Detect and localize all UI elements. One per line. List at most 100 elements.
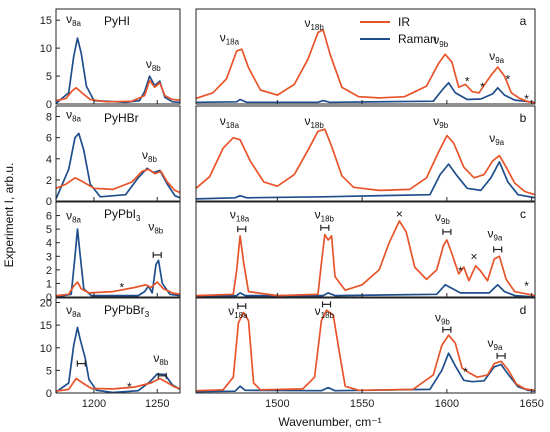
compound-label: PyPbI3: [104, 207, 141, 223]
panel-letter: d: [520, 303, 527, 317]
mode-label-18b: ν18b: [315, 304, 335, 320]
compound-label: PyHI: [104, 14, 130, 28]
mode-label-9a: ν9a: [488, 336, 503, 352]
x-axis-label: Wavenumber, cm⁻¹: [278, 415, 381, 429]
ir-line-b-left: [56, 169, 180, 192]
panel-c: 0 12 34 56 ν8a ν8b * ν18a ν18b ν9b ν9a × * × * PyPbI3 c: [46, 202, 535, 304]
error-bar: [497, 353, 505, 359]
asterisk-mark: *: [463, 365, 468, 379]
y-tick-label: 10: [40, 343, 52, 355]
raman-line-b-right: [196, 162, 535, 199]
panel-b: 0 2 4 6 8 ν8a ν8b ν18a ν18b ν9b ν9a PyHBr b: [46, 106, 535, 208]
x-tick-label: 1600: [435, 398, 459, 410]
y-tick-label: 5: [46, 71, 52, 83]
y-tick-label: 2: [46, 175, 52, 187]
ir-line-c-left: [56, 282, 180, 296]
x-tick-label: 1500: [265, 398, 289, 410]
y-tick-label: 20: [40, 298, 52, 310]
x-tick-label: 1550: [350, 398, 374, 410]
compound-label: PyPbBr3: [104, 303, 150, 319]
y-tick-label: 1: [46, 278, 52, 290]
mode-label-9a: ν9a: [489, 49, 504, 65]
raman-line-a-left: [56, 38, 180, 103]
cross-mark: ×: [470, 249, 477, 263]
error-bar: [323, 301, 331, 307]
y-tick-label: 3: [46, 251, 52, 263]
mode-label-18a: ν18a: [220, 114, 240, 130]
mode-label-18b: ν18b: [304, 114, 324, 130]
y-tick-label: 2: [46, 265, 52, 277]
y-tick-label: 5: [46, 365, 52, 377]
raman-line-d-right: [196, 353, 535, 391]
legend: IR Raman: [360, 15, 437, 46]
mode-label-8b: ν8b: [148, 220, 163, 236]
y-tick-label: 0: [46, 388, 52, 400]
mode-label-9a: ν9a: [488, 226, 503, 242]
error-bar: [153, 252, 161, 258]
mode-label-9b: ν9b: [435, 311, 450, 327]
mode-label-9a: ν9a: [489, 131, 504, 147]
legend-label-raman: Raman: [398, 32, 437, 46]
asterisk-mark: *: [127, 380, 132, 394]
x-tick-label: 1200: [82, 398, 106, 410]
mode-label-18b: ν18b: [315, 207, 335, 223]
legend-label-ir: IR: [398, 15, 410, 29]
error-bar: [238, 226, 246, 232]
mode-label-8a: ν8a: [66, 12, 81, 28]
raman-line-b-left: [56, 133, 180, 199]
mode-label-18b: ν18b: [304, 16, 324, 32]
mode-label-8a: ν8a: [66, 108, 81, 124]
y-tick-label: 0: [46, 99, 52, 111]
panel-d-right: 1500 1550 1600 1650 ν18a ν18b ν9b ν9a *: [196, 298, 544, 410]
mode-label-8a: ν8a: [66, 303, 81, 319]
panel-letter: c: [520, 207, 526, 221]
mode-label-8b: ν8b: [142, 148, 157, 164]
mode-label-9b: ν9b: [435, 210, 450, 226]
y-tick-label: 6: [46, 133, 52, 145]
panel-b-right: ν18a ν18b ν9b ν9a: [196, 106, 535, 201]
asterisk-mark: *: [524, 279, 529, 293]
error-bar: [443, 327, 451, 333]
asterisk-mark: *: [119, 281, 124, 295]
panel-letter: b: [520, 111, 527, 125]
y-tick-label: 10: [40, 43, 52, 55]
panel-letter: a: [520, 14, 527, 28]
ir-line-d-left: [56, 379, 180, 392]
y-tick-label: 15: [40, 15, 52, 27]
ir-line-d-right: [196, 310, 535, 391]
x-tick-label: 1250: [145, 398, 169, 410]
asterisk-mark: *: [465, 75, 470, 89]
mode-label-8a: ν8a: [66, 209, 81, 225]
error-bar: [77, 361, 85, 367]
mode-label-18a: ν18a: [230, 207, 250, 223]
mode-label-9b: ν9b: [433, 114, 448, 130]
compound-label: PyHBr: [104, 111, 139, 125]
mode-label-18a: ν18a: [220, 30, 240, 46]
y-tick-label: 5: [46, 224, 52, 236]
asterisk-mark: *: [506, 72, 511, 86]
error-bar: [494, 247, 502, 253]
y-tick-label: 6: [46, 211, 52, 223]
ir-line-c-right: [196, 221, 535, 296]
y-tick-label: 8: [46, 112, 52, 124]
y-axis-label: Experiment I, arb.u.: [2, 163, 16, 268]
panel-c-right: ν18a ν18b ν9b ν9a × * × *: [196, 202, 535, 297]
asterisk-mark: *: [480, 80, 485, 94]
error-bar: [321, 225, 329, 231]
x-tick-label: 1650: [519, 398, 543, 410]
panel-d: 1200 1250 0 5 10 15 20 ν8a ν8b * 1500 1550 1600 1650 ν…: [40, 298, 544, 410]
cross-mark: ×: [396, 207, 403, 221]
mode-label-8b: ν8b: [146, 57, 161, 73]
mode-label-8b: ν8b: [153, 351, 168, 367]
y-tick-label: 4: [46, 154, 52, 166]
error-bar: [238, 303, 246, 309]
y-tick-label: 0: [46, 196, 52, 208]
asterisk-mark: *: [524, 92, 529, 106]
error-bar: [443, 229, 451, 235]
asterisk-mark: *: [458, 264, 463, 278]
y-tick-label: 15: [40, 320, 52, 332]
